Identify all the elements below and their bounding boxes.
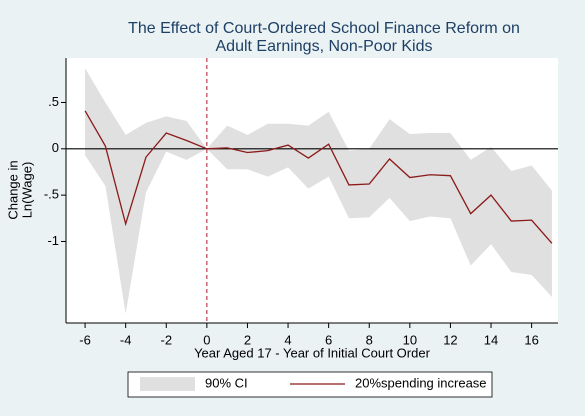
x-tick-label: -2: [160, 332, 172, 347]
x-tick-label: 4: [284, 332, 291, 347]
legend-label: 20%spending increase: [355, 375, 487, 390]
x-tick-label: 2: [244, 332, 251, 347]
x-tick-label: -4: [120, 332, 132, 347]
y-tick-label: 0: [52, 140, 59, 155]
legend-swatch: [140, 377, 195, 391]
x-tick-label: 8: [366, 332, 373, 347]
y-tick-label: .5: [48, 94, 59, 109]
legend-label: 90% CI: [205, 375, 248, 390]
y-axis-label: Ln(Wage): [19, 162, 34, 219]
y-axis-label: Change in: [5, 160, 20, 219]
chart-title: The Effect of Court-Ordered School Finan…: [128, 20, 520, 37]
x-tick-label: 14: [484, 332, 498, 347]
x-tick-label: 0: [203, 332, 210, 347]
series-line: [84, 110, 553, 244]
x-tick-label: 16: [524, 332, 538, 347]
x-tick-label: 6: [325, 332, 332, 347]
x-tick-label: -6: [79, 332, 91, 347]
chart-title: Adult Earnings, Non-Poor Kids: [216, 38, 433, 55]
x-tick-label: 10: [403, 332, 417, 347]
y-tick-label: -1: [47, 233, 59, 248]
x-tick-label: 12: [443, 332, 457, 347]
x-axis-label: Year Aged 17 - Year of Initial Court Ord…: [194, 345, 431, 360]
y-tick-label: -.5: [44, 187, 59, 202]
